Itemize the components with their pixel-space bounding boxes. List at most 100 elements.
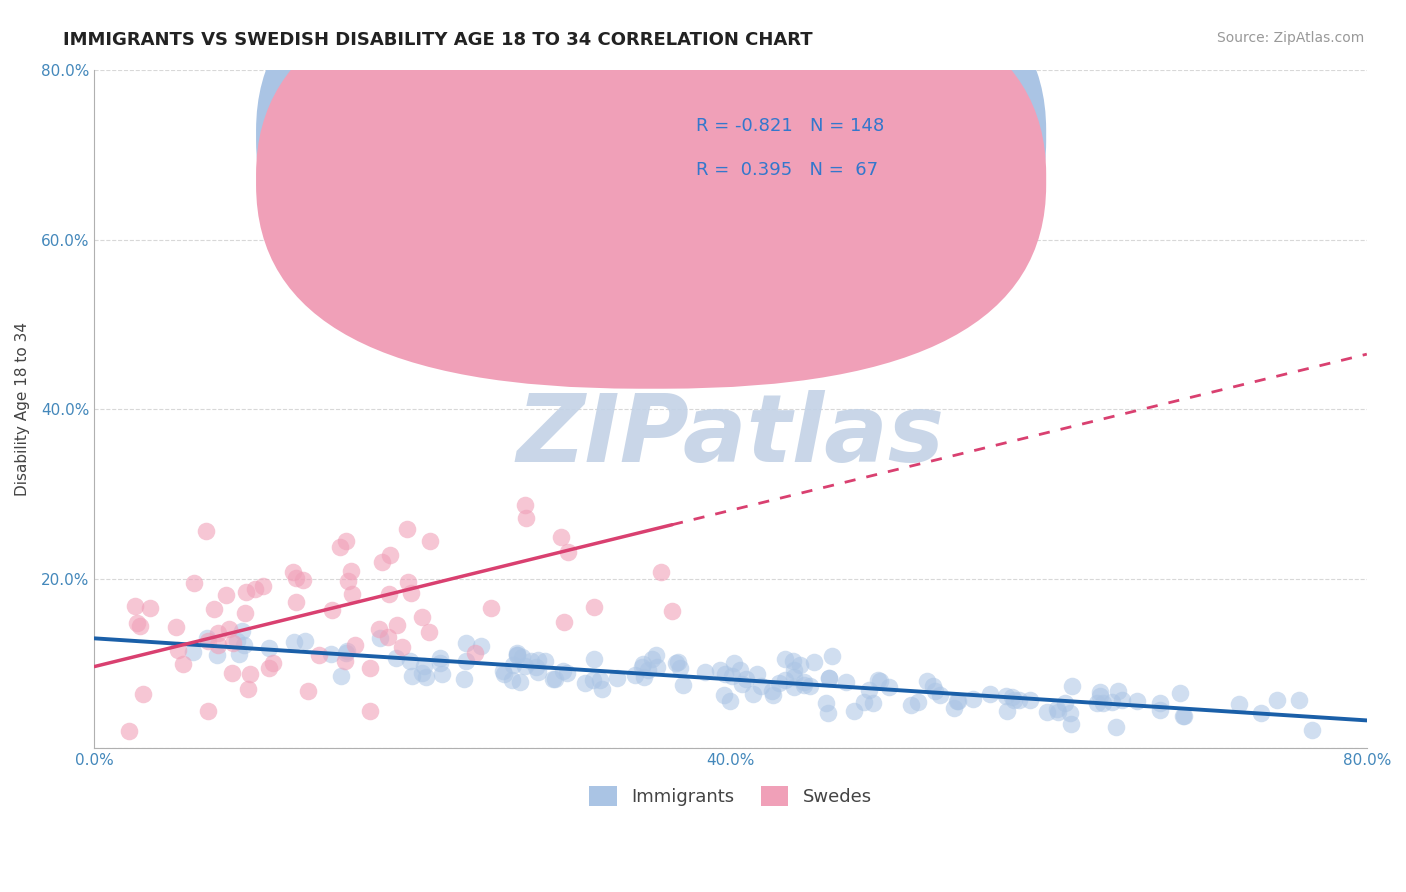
Text: ZIPatlas: ZIPatlas <box>516 390 945 483</box>
Point <box>551 664 574 678</box>
Point <box>709 663 731 677</box>
Point <box>1036 706 1059 720</box>
Point <box>470 640 492 654</box>
Point <box>165 620 187 634</box>
Point <box>344 638 367 652</box>
Point <box>641 652 664 666</box>
Point <box>359 661 381 675</box>
Point <box>215 588 238 602</box>
Point <box>139 600 162 615</box>
Point <box>283 565 305 579</box>
Point <box>553 615 575 629</box>
Point <box>377 630 399 644</box>
Point <box>922 679 945 693</box>
Point <box>1088 690 1111 704</box>
Point <box>396 574 419 589</box>
Point <box>591 682 613 697</box>
Point <box>821 648 844 663</box>
Point <box>1227 697 1250 711</box>
Point <box>243 582 266 596</box>
Point <box>524 659 547 673</box>
Point <box>693 665 716 680</box>
Point <box>1288 693 1310 707</box>
Point <box>252 579 274 593</box>
Point <box>783 663 806 677</box>
Point <box>506 648 529 662</box>
Point <box>479 601 502 615</box>
Point <box>262 657 284 671</box>
Point <box>723 657 745 671</box>
Point <box>583 599 606 614</box>
Point <box>818 671 841 685</box>
Point <box>1265 693 1288 707</box>
Point <box>294 633 316 648</box>
Point <box>513 499 536 513</box>
Point <box>319 648 342 662</box>
Point <box>943 700 966 714</box>
Point <box>259 661 281 675</box>
Point <box>730 663 752 677</box>
Point <box>335 646 357 660</box>
Y-axis label: Disability Age 18 to 34: Disability Age 18 to 34 <box>15 322 30 496</box>
Text: IMMIGRANTS VS SWEDISH DISABILITY AGE 18 TO 34 CORRELATION CHART: IMMIGRANTS VS SWEDISH DISABILITY AGE 18 … <box>63 31 813 49</box>
Point <box>869 673 891 688</box>
Point <box>583 651 606 665</box>
Point <box>371 555 394 569</box>
Point <box>768 676 790 690</box>
Point <box>817 706 839 720</box>
Point <box>1088 685 1111 699</box>
Point <box>228 648 250 662</box>
Point <box>132 687 155 701</box>
Point <box>118 724 141 739</box>
Point <box>661 604 683 618</box>
Point <box>534 654 557 668</box>
Point <box>257 640 280 655</box>
Point <box>506 648 529 663</box>
Point <box>1001 690 1024 704</box>
Point <box>735 673 758 687</box>
Point <box>419 534 441 549</box>
Point <box>335 534 357 549</box>
Point <box>858 683 880 698</box>
Point <box>741 687 763 701</box>
Point <box>1085 696 1108 710</box>
Point <box>994 689 1017 703</box>
Point <box>336 644 359 658</box>
Point <box>731 677 754 691</box>
Point <box>284 595 307 609</box>
Point <box>666 655 689 669</box>
FancyBboxPatch shape <box>610 87 998 212</box>
Point <box>866 673 889 688</box>
Point <box>789 657 811 672</box>
Point <box>181 645 204 659</box>
Point <box>333 654 356 668</box>
Point <box>510 650 533 665</box>
Point <box>915 673 938 688</box>
Point <box>284 571 307 585</box>
Point <box>222 636 245 650</box>
Point <box>166 643 188 657</box>
Point <box>221 665 243 680</box>
Point <box>492 664 515 678</box>
Point <box>853 696 876 710</box>
Point <box>359 704 381 718</box>
Point <box>900 698 922 712</box>
Point <box>336 574 359 589</box>
Point <box>207 626 229 640</box>
Point <box>395 522 418 536</box>
Point <box>321 603 343 617</box>
Point <box>367 622 389 636</box>
Point <box>606 671 628 685</box>
Point <box>378 549 401 563</box>
Point <box>793 675 815 690</box>
Point <box>799 679 821 693</box>
Point <box>555 665 578 680</box>
Point <box>803 655 825 669</box>
Point <box>1019 693 1042 707</box>
Point <box>1062 679 1084 693</box>
Point <box>235 584 257 599</box>
Point <box>714 666 737 681</box>
Point <box>718 694 741 708</box>
Point <box>783 670 806 684</box>
Point <box>648 202 671 217</box>
